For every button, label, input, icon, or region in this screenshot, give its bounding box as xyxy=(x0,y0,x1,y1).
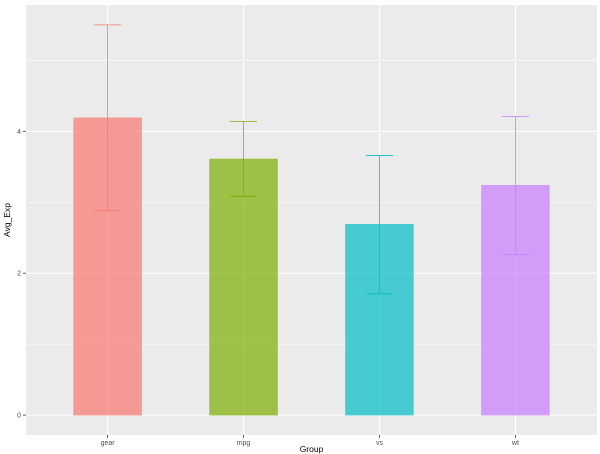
y-axis-title: Avg_Exp xyxy=(2,203,12,237)
x-tick-label: gear xyxy=(101,440,116,447)
y-tick-label: 4 xyxy=(17,129,21,136)
error-bar-mpg xyxy=(229,120,258,197)
y-tick-label: 0 xyxy=(17,413,21,420)
error-bar-wt xyxy=(501,116,530,256)
bar-mpg xyxy=(209,158,278,416)
y-tick-label: 2 xyxy=(17,271,21,278)
x-axis: gear mpg vs wt xyxy=(101,435,519,447)
error-bars xyxy=(93,24,530,295)
x-tick-label: wt xyxy=(511,440,519,447)
x-tick-label: vs xyxy=(376,440,384,447)
x-tick-label: mpg xyxy=(237,440,251,447)
y-axis: 0 2 4 xyxy=(17,129,26,420)
x-axis-title: Group xyxy=(300,444,324,454)
error-bar-vs xyxy=(365,155,394,295)
error-bar-gear xyxy=(93,24,122,212)
